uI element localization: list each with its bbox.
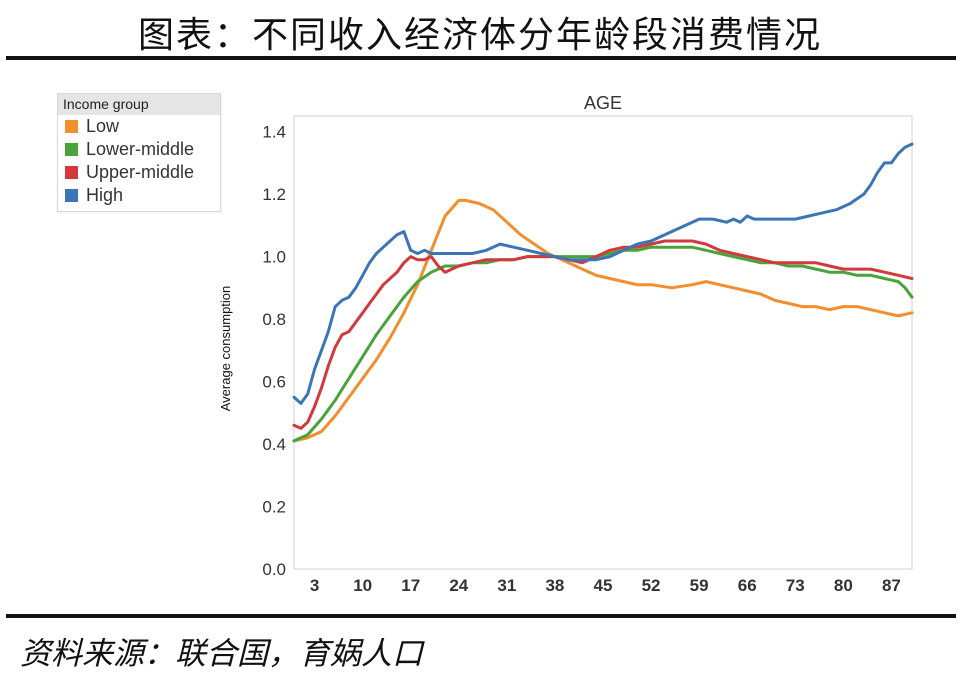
- x-tick-label: 80: [834, 576, 853, 595]
- x-tick-label: 45: [594, 576, 613, 595]
- legend-label-high: High: [86, 185, 124, 205]
- y-tick-label: 0.2: [262, 498, 286, 517]
- legend-swatch-low: [65, 120, 78, 133]
- legend-item-lower-middle: Lower-middle: [58, 138, 220, 161]
- legend-item-low: Low: [58, 115, 220, 138]
- legend-item-upper-middle: Upper-middle: [58, 161, 220, 184]
- legend-label-lower-middle: Lower-middle: [86, 139, 195, 159]
- series-line-upper-middle: [292, 239, 914, 430]
- panel-title: AGE: [584, 93, 622, 113]
- series-line-high: [292, 142, 914, 405]
- x-tick-label: 59: [690, 576, 709, 595]
- y-axis-label: Average consumption: [218, 286, 233, 412]
- y-tick-label: 0.6: [262, 373, 286, 392]
- x-tick-label: 73: [786, 576, 805, 595]
- x-tick-label: 52: [642, 576, 661, 595]
- y-tick-label: 0.8: [262, 310, 286, 329]
- y-tick-label: 1.2: [262, 185, 286, 204]
- figure-title: 图表：不同收入经济体分年龄段消费情况: [137, 15, 822, 56]
- y-tick-label: 1.0: [262, 248, 286, 267]
- x-tick-label: 87: [882, 576, 901, 595]
- series-line-low: [292, 198, 914, 443]
- legend: Income group Low Lower-middle Upper-midd…: [57, 93, 221, 212]
- y-tick-label: 0.0: [262, 560, 286, 579]
- legend-title: Income group: [58, 94, 220, 115]
- legend-label-low: Low: [86, 116, 120, 136]
- y-tick-label: 0.4: [262, 435, 286, 454]
- legend-swatch-upper-middle: [65, 166, 78, 179]
- x-tick-label: 66: [738, 576, 757, 595]
- legend-swatch-high: [65, 189, 78, 202]
- series-line-lower-middle: [292, 245, 914, 443]
- x-tick-label: 31: [497, 576, 516, 595]
- x-tick-label: 17: [401, 576, 420, 595]
- x-tick-label: 10: [353, 576, 372, 595]
- legend-item-high: High: [58, 184, 220, 207]
- source-note: 资料来源：联合国，育娲人口: [20, 636, 423, 672]
- line-chart: AGE Average consumption 0.0 0.2 0.4 0.6 0.8 1.0…: [218, 93, 914, 595]
- x-tick-label: 24: [449, 576, 468, 595]
- x-tick-label: 38: [545, 576, 564, 595]
- plot-frame: [293, 115, 913, 570]
- legend-swatch-lower-middle: [65, 143, 78, 156]
- legend-label-upper-middle: Upper-middle: [86, 162, 195, 182]
- top-rule: [6, 56, 956, 60]
- x-tick-label: 3: [310, 576, 319, 595]
- y-tick-label: 1.4: [262, 123, 286, 142]
- bottom-rule: [6, 614, 956, 618]
